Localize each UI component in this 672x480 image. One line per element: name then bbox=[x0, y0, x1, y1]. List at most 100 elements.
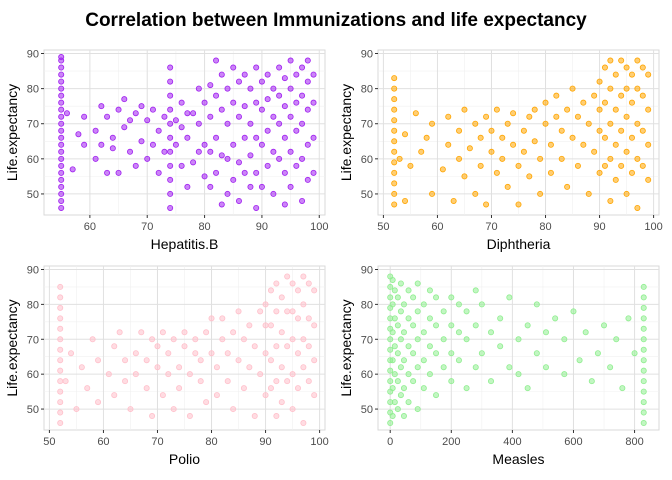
data-point bbox=[149, 106, 156, 113]
data-point bbox=[213, 92, 220, 99]
data-point bbox=[92, 127, 99, 134]
data-point bbox=[181, 343, 188, 350]
data-point bbox=[414, 364, 421, 371]
data-point bbox=[596, 78, 603, 85]
data-point bbox=[628, 71, 635, 78]
data-point bbox=[208, 315, 215, 322]
data-point bbox=[281, 134, 288, 141]
data-point bbox=[300, 420, 307, 427]
x-tick-label: 50 bbox=[43, 436, 55, 448]
x-tick-label: 800 bbox=[625, 436, 643, 448]
data-point bbox=[391, 148, 398, 155]
data-point bbox=[57, 388, 64, 395]
data-point bbox=[235, 78, 242, 85]
data-point bbox=[456, 155, 463, 162]
data-point bbox=[167, 162, 174, 169]
data-point bbox=[224, 190, 231, 197]
data-point bbox=[612, 106, 619, 113]
data-point bbox=[640, 378, 647, 385]
data-point bbox=[510, 110, 517, 117]
data-point bbox=[448, 378, 455, 385]
data-point bbox=[531, 106, 538, 113]
data-point bbox=[397, 280, 404, 287]
data-point bbox=[407, 162, 414, 169]
data-point bbox=[414, 336, 421, 343]
data-point bbox=[57, 283, 64, 290]
data-point bbox=[281, 169, 288, 176]
data-point bbox=[184, 134, 191, 141]
data-point bbox=[405, 287, 412, 294]
data-point bbox=[273, 413, 280, 420]
data-point bbox=[389, 329, 396, 336]
data-point bbox=[391, 190, 398, 197]
y-tick-label: 90 bbox=[361, 264, 373, 276]
data-point bbox=[154, 343, 161, 350]
data-point bbox=[273, 308, 280, 315]
data-point bbox=[58, 120, 65, 127]
data-point bbox=[287, 85, 294, 92]
data-point bbox=[184, 110, 191, 117]
data-point bbox=[414, 406, 421, 413]
data-point bbox=[58, 71, 65, 78]
y-tick-label: 50 bbox=[27, 404, 39, 416]
data-point bbox=[405, 315, 412, 322]
x-tick-label: 80 bbox=[198, 221, 210, 233]
data-point bbox=[195, 85, 202, 92]
data-point bbox=[310, 99, 317, 106]
data-point bbox=[270, 113, 277, 120]
data-point bbox=[138, 138, 145, 145]
data-point bbox=[574, 162, 581, 169]
x-tick-label: 70 bbox=[485, 221, 497, 233]
data-point bbox=[294, 287, 301, 294]
data-point bbox=[405, 371, 412, 378]
data-point bbox=[262, 392, 269, 399]
data-point bbox=[601, 64, 608, 71]
x-tick-label: 90 bbox=[256, 221, 268, 233]
data-point bbox=[284, 273, 291, 280]
data-point bbox=[305, 343, 312, 350]
data-point bbox=[391, 117, 398, 124]
data-point bbox=[640, 409, 647, 416]
data-point bbox=[122, 378, 129, 385]
y-tick-label: 90 bbox=[27, 264, 39, 276]
data-point bbox=[612, 176, 619, 183]
data-point bbox=[420, 357, 427, 364]
data-point bbox=[167, 190, 174, 197]
data-point bbox=[149, 336, 156, 343]
data-point bbox=[195, 148, 202, 155]
data-point bbox=[57, 315, 64, 322]
plot-panel bbox=[43, 49, 326, 216]
data-point bbox=[197, 378, 204, 385]
x-tick-label: 80 bbox=[539, 221, 551, 233]
data-point bbox=[585, 190, 592, 197]
x-tick-label: 90 bbox=[593, 221, 605, 233]
data-point bbox=[414, 280, 421, 287]
data-point bbox=[391, 96, 398, 103]
data-point bbox=[241, 134, 248, 141]
data-point bbox=[439, 166, 446, 173]
data-point bbox=[213, 169, 220, 176]
data-point bbox=[143, 385, 150, 392]
data-point bbox=[310, 169, 317, 176]
data-point bbox=[235, 113, 242, 120]
data-point bbox=[253, 169, 260, 176]
x-tick-label: 70 bbox=[141, 221, 153, 233]
data-point bbox=[493, 169, 500, 176]
data-point bbox=[433, 392, 440, 399]
data-point bbox=[58, 176, 65, 183]
data-point bbox=[397, 364, 404, 371]
x-tick-label: 600 bbox=[564, 436, 582, 448]
data-point bbox=[132, 371, 139, 378]
data-point bbox=[299, 197, 306, 204]
data-point bbox=[391, 127, 398, 134]
data-point bbox=[461, 106, 468, 113]
data-point bbox=[504, 120, 511, 127]
data-point bbox=[389, 301, 396, 308]
data-point bbox=[270, 148, 277, 155]
data-point bbox=[251, 413, 258, 420]
data-point bbox=[585, 120, 592, 127]
data-point bbox=[601, 134, 608, 141]
data-point bbox=[515, 336, 522, 343]
data-point bbox=[58, 78, 65, 85]
